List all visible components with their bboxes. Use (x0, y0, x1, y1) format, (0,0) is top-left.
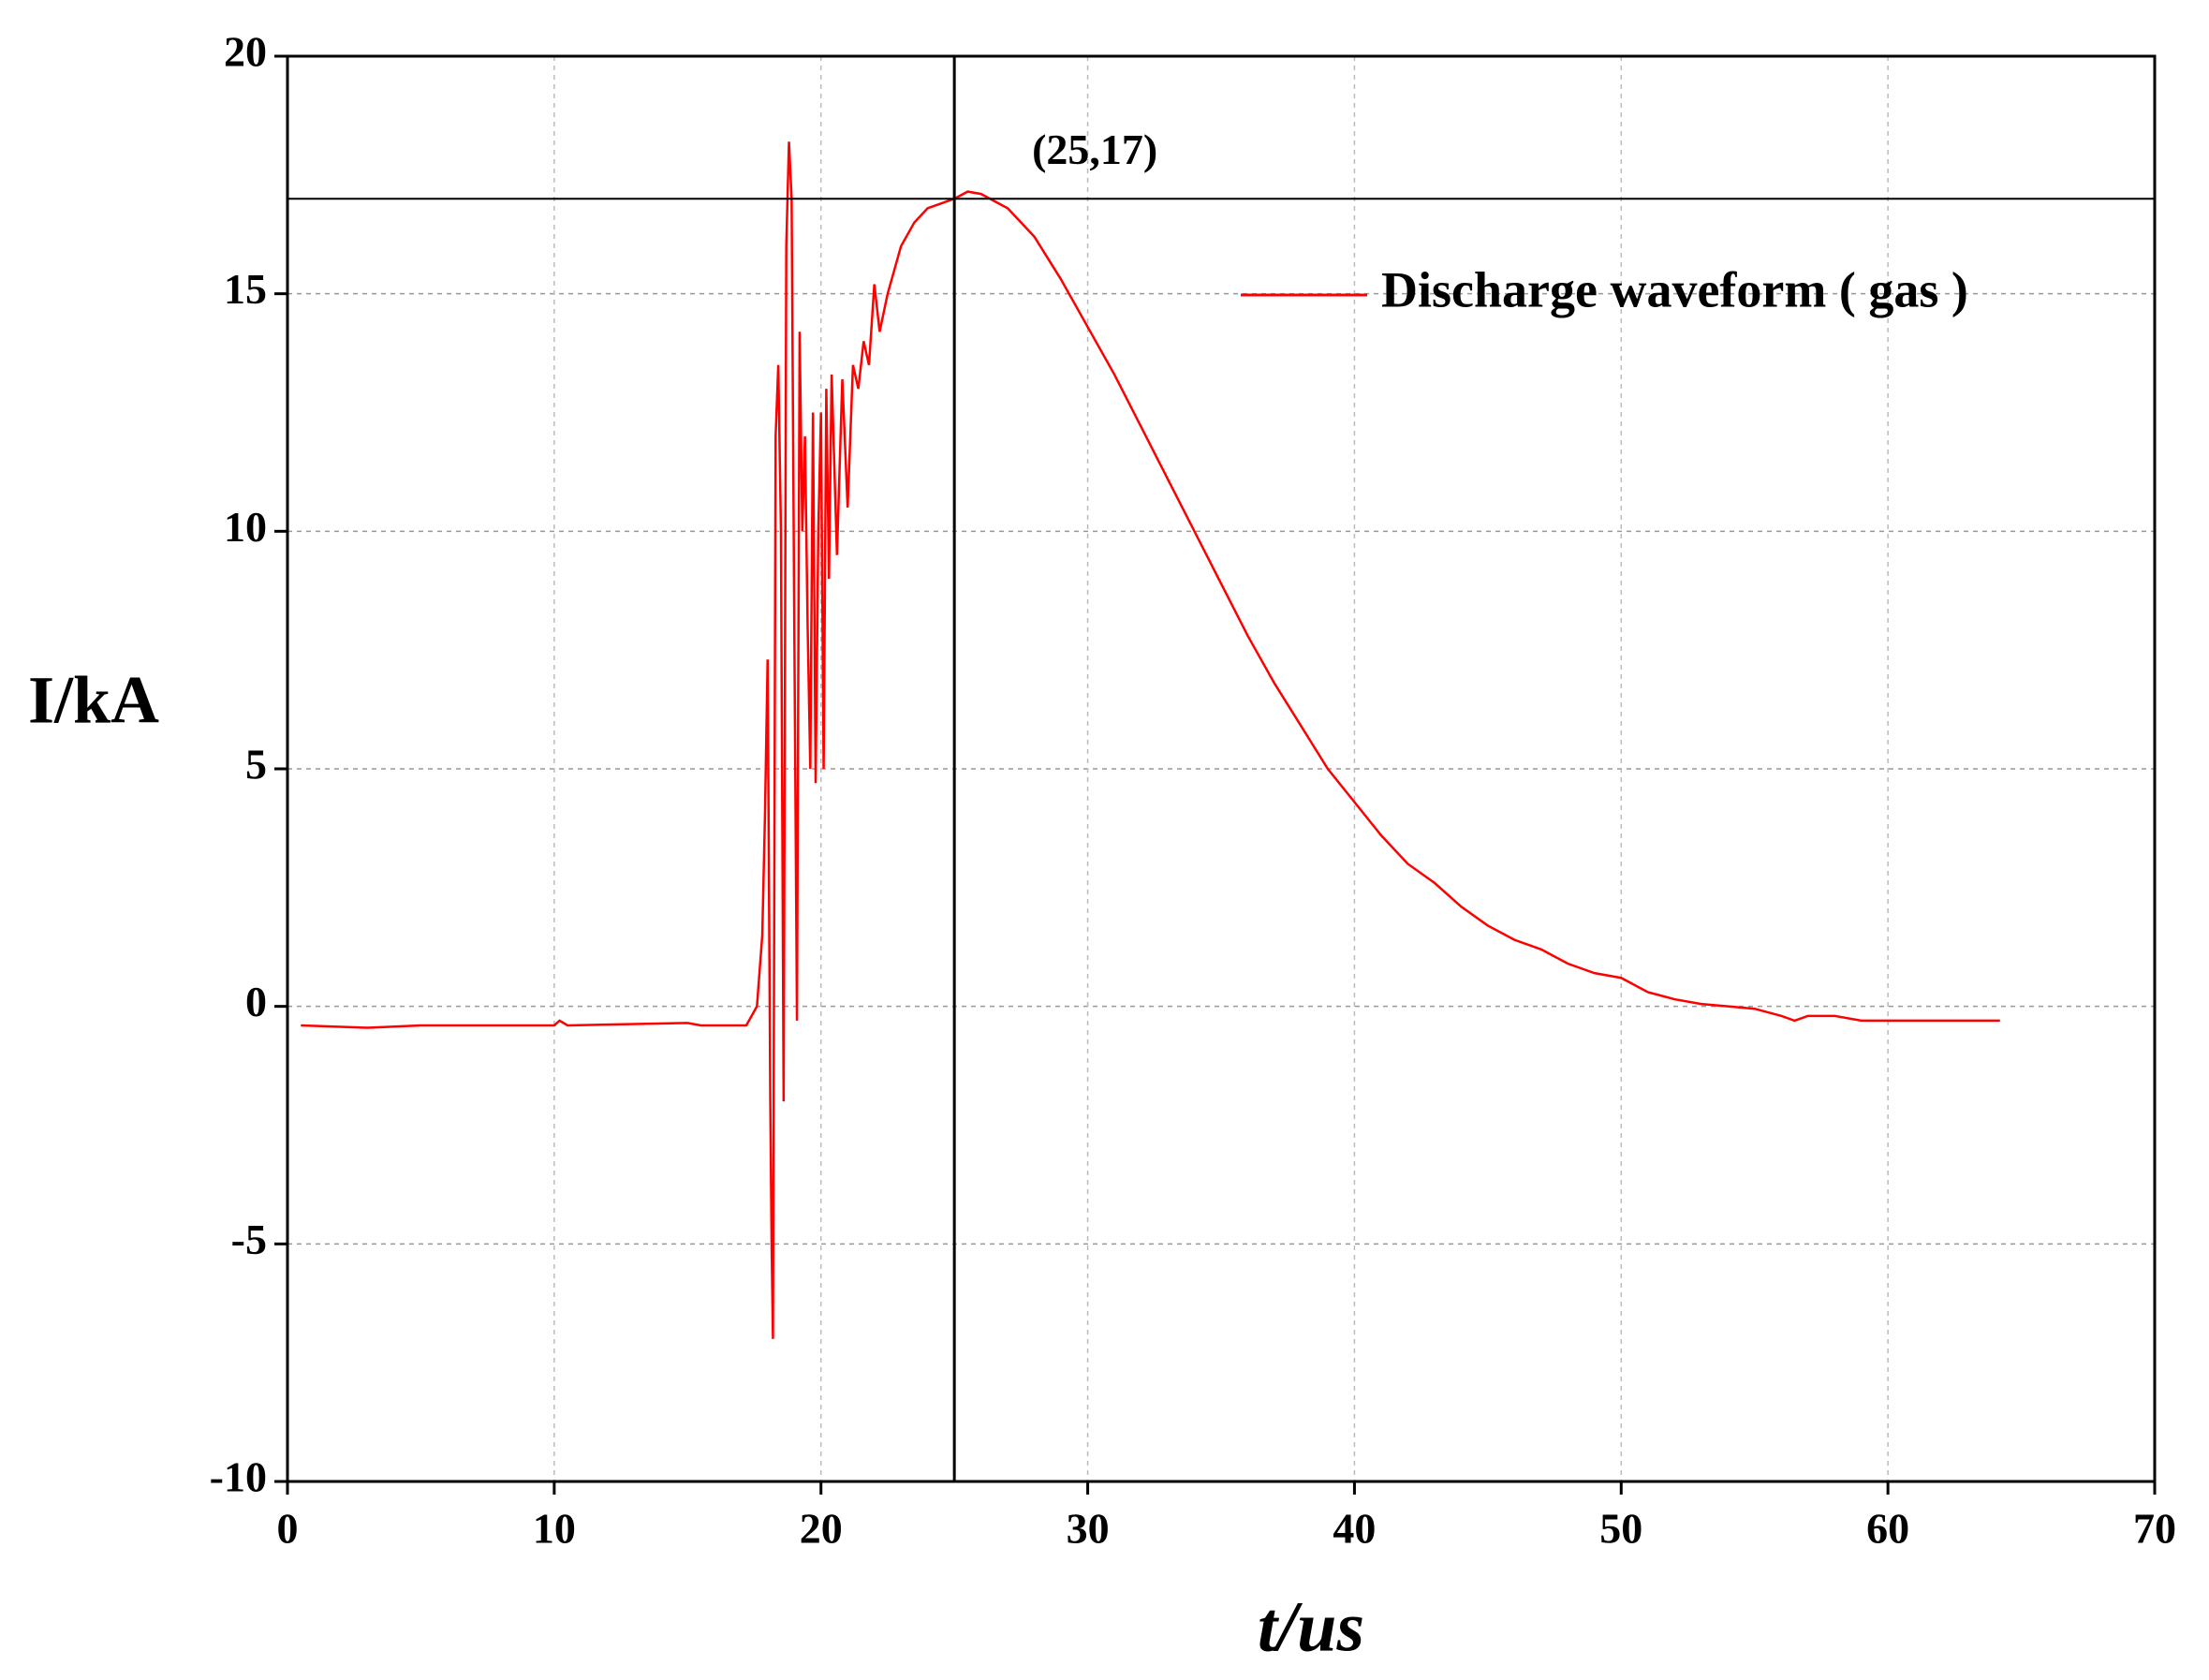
y-tick-label: 15 (224, 265, 267, 313)
x-tick-label: 50 (1599, 1505, 1642, 1553)
x-tick-label: 0 (277, 1505, 299, 1553)
x-tick-label: 30 (1067, 1505, 1110, 1553)
series-line (301, 141, 2000, 1339)
x-axis-label: t/us (1258, 1587, 1364, 1666)
plot-frame (286, 54, 2157, 1483)
y-tick-label: 5 (245, 741, 267, 788)
y-tick-label: -10 (210, 1453, 267, 1501)
y-axis-label: I/kA (28, 663, 159, 738)
y-tick-label: -5 (231, 1216, 267, 1263)
y-tick-label: 20 (224, 28, 267, 76)
x-tick-label: 10 (533, 1505, 576, 1553)
x-tick-label: 20 (800, 1505, 843, 1553)
x-tick-label: 70 (2133, 1505, 2176, 1553)
x-tick-label: 40 (1333, 1505, 1376, 1553)
x-tick-label: 60 (1866, 1505, 1909, 1553)
legend-label: Discharge waveform ( gas ) (1381, 261, 1968, 317)
y-tick-label: 10 (224, 503, 267, 551)
marker-label: (25,17) (1032, 125, 1157, 173)
y-tick-label: 0 (245, 978, 267, 1025)
